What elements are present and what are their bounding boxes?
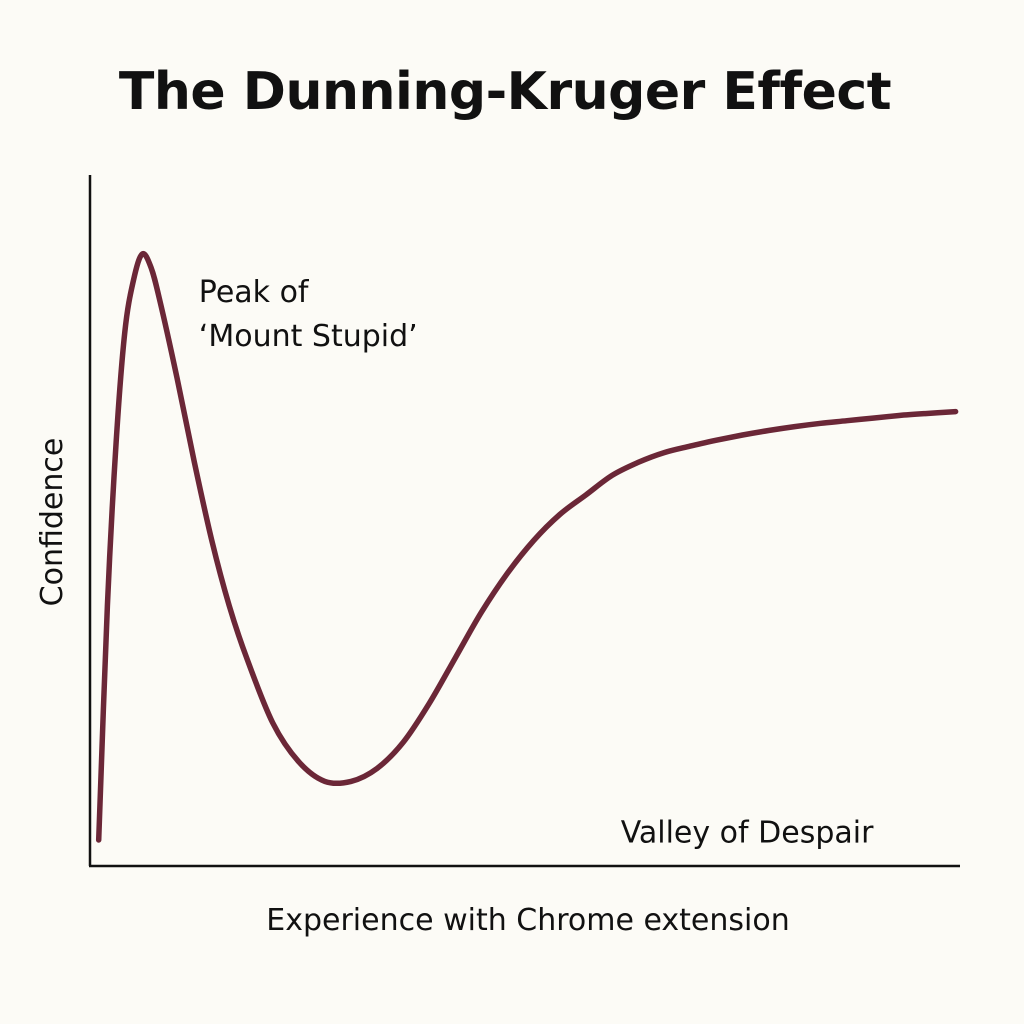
x-axis-label: Experience with Chrome extension — [266, 903, 789, 938]
annotation-peak: Peak of ‘Mount Stupid’ — [199, 275, 418, 354]
chart-title: The Dunning-Kruger Effect — [118, 62, 892, 122]
annotation-peak-line-1: ‘Mount Stupid’ — [199, 319, 418, 354]
annotations-group: Peak of ‘Mount Stupid’ Valley of Despair — [199, 275, 874, 850]
confidence-curve — [95, 250, 959, 843]
annotation-valley-line-0: Valley of Despair — [621, 815, 874, 850]
annotation-peak-line-0: Peak of — [199, 275, 310, 310]
annotation-valley: Valley of Despair — [621, 815, 874, 850]
y-axis-label: Confidence — [35, 438, 70, 607]
